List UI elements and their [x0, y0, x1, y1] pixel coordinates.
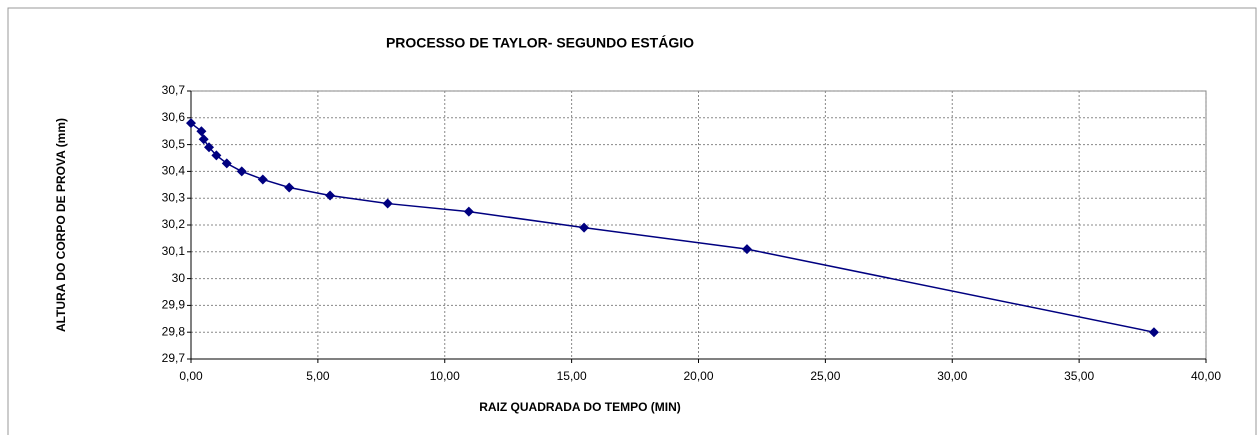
data-point [236, 166, 247, 177]
x-tick-label: 30,00 [937, 369, 967, 383]
y-tick-label: 30,2 [162, 217, 186, 231]
y-tick-label: 30,7 [162, 83, 186, 97]
y-tick-label: 30,5 [162, 137, 186, 151]
data-point [1148, 327, 1159, 338]
y-tick-label: 30,6 [162, 110, 186, 124]
data-point [325, 190, 336, 201]
data-point [204, 142, 215, 153]
data-point [257, 174, 268, 185]
x-tick-label: 5,00 [306, 369, 330, 383]
y-tick-label: 29,8 [162, 324, 186, 338]
y-axis-label: ALTURA DO CORPO DE PROVA (mm) [54, 118, 68, 332]
data-point [196, 126, 207, 137]
x-axis-label: RAIZ QUADRADA DO TEMPO (MIN) [479, 400, 681, 414]
y-tick-label: 29,9 [162, 298, 186, 312]
data-point [198, 134, 209, 145]
x-tick-label: 15,00 [557, 369, 587, 383]
data-point [382, 198, 393, 209]
data-point [186, 118, 196, 129]
y-tick-label: 30,3 [162, 190, 186, 204]
data-point [463, 206, 474, 217]
data-point [741, 244, 752, 255]
x-tick-label: 0,00 [179, 369, 203, 383]
x-tick-label: 20,00 [683, 369, 713, 383]
y-tick-label: 29,7 [162, 351, 186, 365]
x-tick-label: 25,00 [810, 369, 840, 383]
data-point [284, 182, 295, 193]
y-tick-label: 30,4 [162, 164, 186, 178]
x-tick-label: 10,00 [430, 369, 460, 383]
chart-title: PROCESSO DE TAYLOR- SEGUNDO ESTÁGIO [386, 35, 694, 51]
y-tick-label: 30 [172, 271, 186, 285]
x-tick-label: 40,00 [1191, 369, 1221, 383]
data-point [211, 150, 222, 161]
data-point [221, 158, 232, 169]
x-tick-label: 35,00 [1064, 369, 1094, 383]
y-tick-label: 30,1 [162, 244, 186, 258]
data-point [579, 222, 590, 233]
